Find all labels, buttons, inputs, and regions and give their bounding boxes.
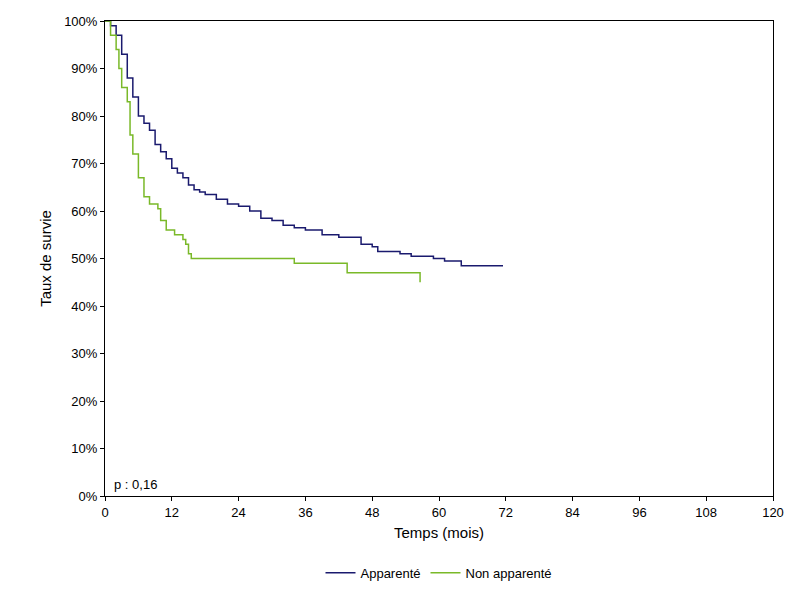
svg-text:30%: 30% <box>71 346 97 361</box>
svg-text:80%: 80% <box>71 109 97 124</box>
svg-text:70%: 70% <box>71 156 97 171</box>
svg-text:100%: 100% <box>64 14 98 29</box>
svg-text:Apparenté: Apparenté <box>361 566 421 581</box>
svg-text:Non apparenté: Non apparenté <box>466 566 552 581</box>
svg-text:Taux de survie: Taux de survie <box>37 210 54 307</box>
svg-text:0%: 0% <box>79 489 98 504</box>
svg-text:50%: 50% <box>71 251 97 266</box>
svg-text:96: 96 <box>632 505 646 520</box>
svg-text:p : 0,16: p : 0,16 <box>114 477 157 492</box>
svg-text:84: 84 <box>565 505 579 520</box>
svg-text:90%: 90% <box>71 61 97 76</box>
svg-text:108: 108 <box>695 505 717 520</box>
svg-text:Temps (mois): Temps (mois) <box>394 524 484 541</box>
svg-text:36: 36 <box>298 505 312 520</box>
svg-text:60: 60 <box>432 505 446 520</box>
svg-text:72: 72 <box>499 505 513 520</box>
svg-text:120: 120 <box>762 505 784 520</box>
svg-text:40%: 40% <box>71 299 97 314</box>
svg-text:0: 0 <box>101 505 108 520</box>
svg-text:60%: 60% <box>71 204 97 219</box>
svg-text:24: 24 <box>231 505 245 520</box>
svg-text:12: 12 <box>165 505 179 520</box>
svg-text:48: 48 <box>365 505 379 520</box>
svg-text:10%: 10% <box>71 441 97 456</box>
svg-text:20%: 20% <box>71 394 97 409</box>
